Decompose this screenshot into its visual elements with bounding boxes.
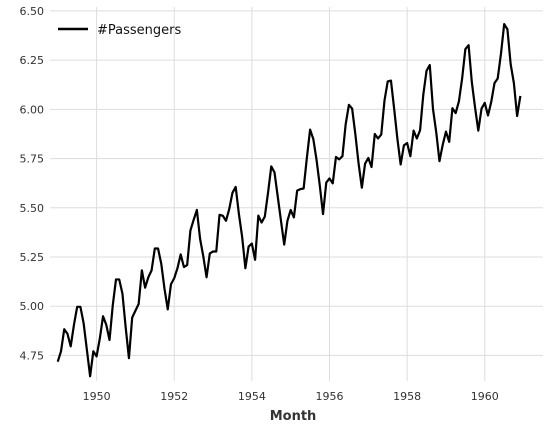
x-tick-label: 1952 (160, 390, 188, 403)
x-axis-title: Month (270, 409, 317, 424)
y-tick-label: 5.25 (20, 251, 45, 264)
grid-lines (50, 7, 543, 381)
x-tick-label: 1956 (315, 390, 343, 403)
y-tick-label: 6.50 (20, 5, 45, 18)
axis-labels: 4.75 5.00 5.25 5.50 5.75 6.00 6.25 6.50 1950 1952… (20, 5, 499, 403)
x-tick-label: 1960 (471, 390, 499, 403)
legend: #Passengers (58, 23, 181, 38)
x-tick-label: 1950 (83, 390, 111, 403)
series-layer (56, 23, 522, 378)
y-tick-label: 5.50 (20, 202, 45, 215)
y-tick-label: 6.25 (20, 54, 45, 67)
y-tick-label: 6.00 (20, 103, 45, 116)
x-tick-label: 1958 (393, 390, 421, 403)
legend-label: #Passengers (97, 23, 181, 38)
y-tick-label: 4.75 (20, 349, 45, 362)
x-tick-label: 1954 (238, 390, 266, 403)
y-tick-label: 5.75 (20, 153, 45, 166)
series-line-passengers (56, 23, 522, 378)
y-tick-label: 5.00 (20, 300, 45, 313)
